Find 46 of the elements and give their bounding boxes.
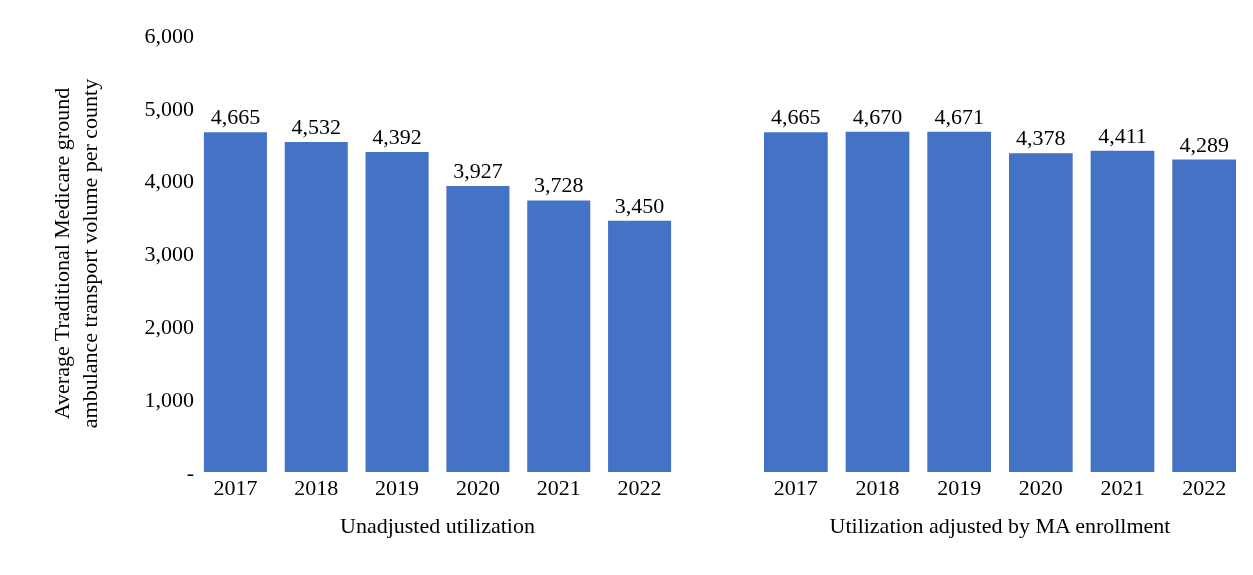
y-tick-label: 4,000 xyxy=(144,168,194,194)
x-tick-label: 2019 xyxy=(937,475,982,500)
bar xyxy=(1090,150,1155,472)
data-label: 3,728 xyxy=(534,172,584,198)
data-label: 4,411 xyxy=(1098,122,1147,148)
x-tick-label: 2020 xyxy=(1018,475,1063,500)
data-label: 4,392 xyxy=(372,124,422,150)
x-tick-label: 2022 xyxy=(1182,475,1227,500)
bar xyxy=(446,185,510,472)
x-tick-label: 2021 xyxy=(1100,475,1145,500)
x-tick-label: 2018 xyxy=(855,475,900,500)
data-label: 3,450 xyxy=(614,192,665,218)
bar xyxy=(763,132,828,472)
x-axis-title: Utilization adjusted by MA enrollment xyxy=(829,512,1171,538)
data-label: 4,289 xyxy=(1179,131,1229,157)
bar xyxy=(365,152,429,472)
bar xyxy=(527,200,591,472)
x-tick-label: 2018 xyxy=(294,475,339,500)
y-tick-label: 6,000 xyxy=(144,22,194,48)
x-tick-label: 2019 xyxy=(375,475,420,500)
y-tick-label: 2,000 xyxy=(144,314,194,340)
data-label: 4,378 xyxy=(1016,125,1066,151)
bar xyxy=(1172,159,1237,472)
data-label: 4,671 xyxy=(934,103,984,129)
bar xyxy=(203,132,267,472)
x-tick-label: 2017 xyxy=(773,475,818,500)
bar xyxy=(284,141,348,472)
y-tick-label: 1,000 xyxy=(144,386,194,412)
x-tick-label: 2017 xyxy=(213,475,258,500)
data-label: 4,670 xyxy=(852,103,903,129)
data-label: 4,665 xyxy=(771,104,821,130)
x-tick-label: 2021 xyxy=(536,475,581,500)
bar xyxy=(927,131,992,472)
bar xyxy=(845,131,910,472)
bar xyxy=(608,220,672,472)
x-axis-title: Unadjusted utilization xyxy=(340,512,535,538)
data-label: 4,532 xyxy=(291,113,342,139)
x-tick-label: 2020 xyxy=(455,475,500,500)
y-tick-label: 3,000 xyxy=(144,241,194,267)
data-label: 3,927 xyxy=(453,157,503,183)
data-label: 4,665 xyxy=(210,104,261,130)
y-tick-label: 5,000 xyxy=(144,95,194,121)
y-tick-label: - xyxy=(186,459,194,485)
y-axis-title: Average Traditional Medicare ground ambulance transport volume per county xyxy=(48,78,103,429)
x-tick-label: 2022 xyxy=(617,475,662,500)
bar xyxy=(1008,153,1073,472)
